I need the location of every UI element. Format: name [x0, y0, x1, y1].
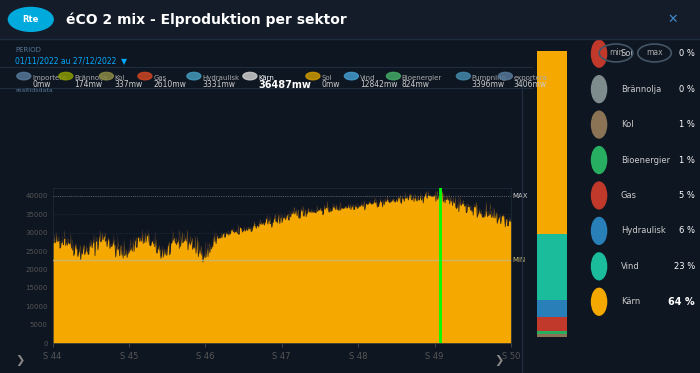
Circle shape: [592, 288, 607, 315]
Text: Rte: Rte: [22, 15, 39, 24]
Text: ✕: ✕: [667, 13, 678, 26]
Text: min: min: [609, 48, 623, 57]
Text: Kärn: Kärn: [621, 297, 640, 306]
Text: 0mw: 0mw: [321, 80, 340, 89]
Text: Kol: Kol: [621, 120, 634, 129]
Text: Brännolja: Brännolja: [621, 85, 661, 94]
Text: Importera: Importera: [32, 75, 66, 81]
Bar: [537, 234, 567, 300]
Circle shape: [592, 253, 607, 280]
Bar: [537, 317, 567, 332]
Text: Kol: Kol: [115, 75, 125, 81]
Text: 5 %: 5 %: [679, 191, 695, 200]
Text: max: max: [646, 48, 663, 57]
Text: 23 %: 23 %: [673, 262, 695, 271]
Text: 0mw: 0mw: [32, 80, 50, 89]
Text: 12842mw: 12842mw: [360, 80, 398, 89]
Text: Brännolja: Brännolja: [74, 75, 108, 81]
Bar: [537, 332, 567, 334]
Text: 36487mw: 36487mw: [258, 80, 312, 90]
Bar: [537, 334, 567, 337]
Text: 1 %: 1 %: [679, 120, 695, 129]
Bar: [537, 300, 567, 317]
Text: 2610mw: 2610mw: [153, 80, 186, 89]
Text: 824mw: 824mw: [402, 80, 430, 89]
Text: 01/11/2022 au 27/12/2022  ▼: 01/11/2022 au 27/12/2022 ▼: [15, 56, 127, 65]
Text: Bioenergier: Bioenergier: [402, 75, 442, 81]
Bar: [537, 51, 567, 234]
Text: 1 %: 1 %: [679, 156, 695, 164]
Text: ❯: ❯: [15, 355, 24, 366]
Text: Gas: Gas: [153, 75, 167, 81]
Text: Vind: Vind: [360, 75, 375, 81]
Circle shape: [592, 76, 607, 103]
Text: Pumpning: Pumpning: [472, 75, 507, 81]
Text: ❯: ❯: [495, 355, 504, 366]
Text: éCO 2 mix - Elproduktion per sektor: éCO 2 mix - Elproduktion per sektor: [66, 12, 347, 26]
Text: 64 %: 64 %: [668, 297, 695, 307]
Text: realtidsdata: realtidsdata: [15, 88, 53, 93]
Text: 174mw: 174mw: [74, 80, 102, 89]
Text: Sol: Sol: [621, 49, 634, 58]
Circle shape: [592, 182, 607, 209]
Text: MIN: MIN: [512, 257, 525, 263]
Text: MAX: MAX: [512, 193, 527, 199]
Text: 3406mw: 3406mw: [514, 80, 547, 89]
Circle shape: [592, 40, 607, 67]
Text: 0 %: 0 %: [679, 49, 695, 58]
Text: Bioenergier: Bioenergier: [621, 156, 670, 164]
Text: Kärn: Kärn: [258, 75, 274, 81]
Text: 337mw: 337mw: [115, 80, 143, 89]
Text: 6 %: 6 %: [679, 226, 695, 235]
Text: exportera: exportera: [514, 75, 547, 81]
Text: 3331mw: 3331mw: [202, 80, 235, 89]
Circle shape: [592, 147, 607, 173]
Circle shape: [592, 217, 607, 244]
Text: Hydraulisk: Hydraulisk: [621, 226, 666, 235]
Circle shape: [592, 111, 607, 138]
Text: Hydraulisk: Hydraulisk: [202, 75, 239, 81]
Text: Gas: Gas: [621, 191, 637, 200]
Text: Sol: Sol: [321, 75, 332, 81]
Text: Vind: Vind: [621, 262, 640, 271]
Text: 0 %: 0 %: [679, 85, 695, 94]
Text: PERIOD: PERIOD: [15, 47, 41, 53]
Text: ❮: ❮: [7, 14, 16, 25]
Text: 3396mw: 3396mw: [472, 80, 505, 89]
